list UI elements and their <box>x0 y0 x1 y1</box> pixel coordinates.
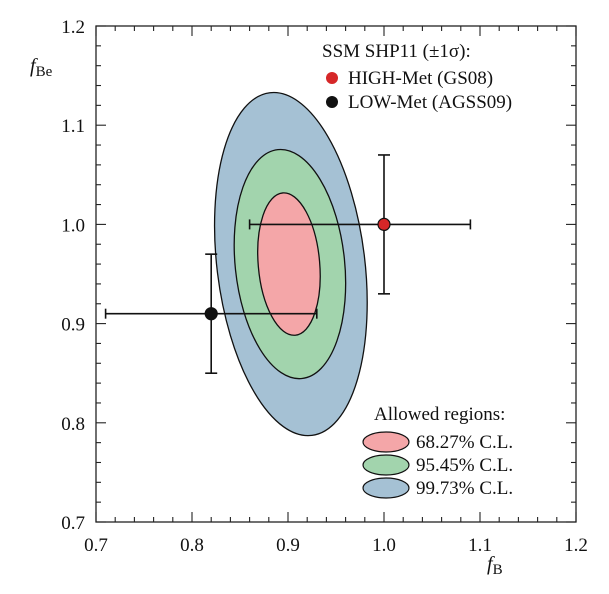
legend-swatch-68 <box>362 431 410 453</box>
legend-label-95: 95.45% C.L. <box>416 455 513 476</box>
data-point <box>204 307 218 321</box>
legend-label-high-met: HIGH-Met (GS08) <box>348 68 493 89</box>
x-tick-label: 1.0 <box>372 535 396 556</box>
data-point <box>377 217 391 231</box>
x-tick-label: 0.7 <box>84 535 108 556</box>
points-legend-title: SSM SHP11 (±1σ): <box>322 41 471 62</box>
x-axis-label: fB <box>487 553 503 578</box>
confidence-regions <box>213 91 368 437</box>
legend-marker-high-met <box>326 72 338 84</box>
y-tick-label: 1.1 <box>61 116 85 137</box>
legend-marker-low-met <box>326 96 338 108</box>
data-point-group <box>248 154 472 295</box>
legend-swatch-95 <box>362 454 410 476</box>
x-tick-label: 1.2 <box>564 535 588 556</box>
legend-label-low-met: LOW-Met (AGSS09) <box>348 92 512 113</box>
y-tick-label: 1.2 <box>61 17 85 38</box>
x-tick-label: 0.9 <box>276 535 300 556</box>
legend-swatch-99 <box>362 477 410 499</box>
region-6827 <box>257 192 321 336</box>
y-tick-label: 1.0 <box>61 215 85 236</box>
x-tick-label: 0.8 <box>180 535 204 556</box>
y-tick-label: 0.9 <box>61 315 85 336</box>
data-point-group <box>104 253 318 375</box>
y-tick-label: 0.8 <box>61 414 85 435</box>
points-legend: SSM SHP11 (±1σ): HIGH-Met (GS08) LOW-Met… <box>322 41 512 113</box>
regions-legend: Allowed regions: 68.27% C.L. 95.45% C.L.… <box>362 404 513 499</box>
x-tick-label: 1.1 <box>468 535 492 556</box>
y-axis-label-subscript: Be <box>36 64 53 80</box>
x-axis-label-subscript: B <box>493 562 503 578</box>
y-tick-label: 0.7 <box>61 513 85 534</box>
plot-frame <box>95 25 577 523</box>
regions-legend-title: Allowed regions: <box>374 404 505 425</box>
y-axis-label: fBe <box>30 55 53 80</box>
axis-labels: 0.7 0.8 0.9 1.0 1.1 1.2 0.7 0.8 0.9 1.0 1.1 1.2 <box>61 17 588 556</box>
data-points <box>104 154 472 375</box>
legend-label-99: 99.73% C.L. <box>416 478 513 499</box>
legend-label-68: 68.27% C.L. <box>416 432 513 453</box>
